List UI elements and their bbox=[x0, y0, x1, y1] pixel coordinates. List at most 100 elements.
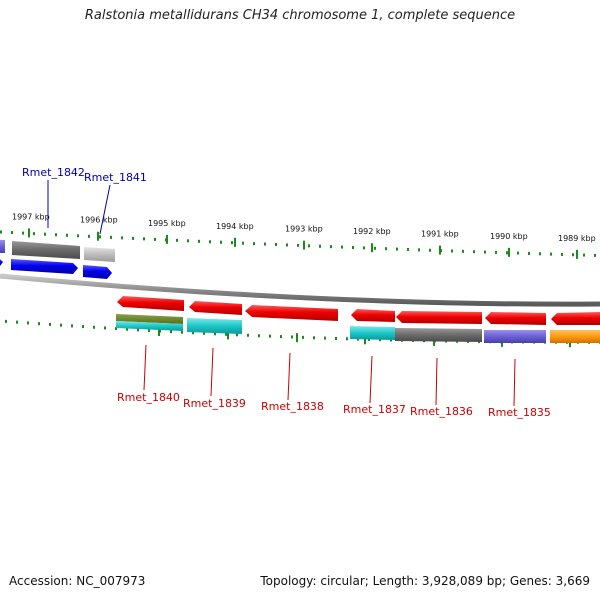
scale-dot-upper bbox=[253, 242, 255, 246]
gene-arrow-red-1839[interactable] bbox=[189, 301, 242, 315]
scale-dot-lower bbox=[280, 335, 282, 339]
gene-block-orange[interactable] bbox=[550, 330, 600, 343]
gene-label-rmet-1841[interactable]: Rmet_1841 bbox=[84, 171, 147, 184]
scale-major-tick-lower bbox=[296, 333, 298, 343]
gene-arrow-red-1840[interactable] bbox=[117, 296, 184, 311]
scale-dot-upper bbox=[44, 232, 46, 236]
scale-dot-upper bbox=[495, 250, 497, 254]
scale-dot-upper bbox=[77, 234, 79, 238]
gene-block-rmet-1842[interactable] bbox=[12, 241, 80, 259]
gene-arrow-red-1838[interactable] bbox=[245, 305, 338, 321]
scale-tick-label: 1989 kbp bbox=[558, 234, 596, 243]
scale-dot-upper bbox=[396, 247, 398, 251]
scale-dot-upper bbox=[121, 236, 123, 240]
scale-dot-upper bbox=[132, 236, 134, 240]
gene-block-cyan-1840[interactable] bbox=[116, 321, 183, 331]
scale-dot-upper bbox=[506, 251, 508, 255]
scale-dot-upper bbox=[176, 238, 178, 242]
forward-strand-track bbox=[0, 240, 115, 279]
scale-dot-upper bbox=[220, 240, 222, 244]
scale-dot-upper bbox=[528, 251, 530, 255]
scale-dot-lower bbox=[346, 337, 348, 341]
gene-label-rmet-1837[interactable]: Rmet_1837 bbox=[343, 403, 406, 416]
scale-dot-upper bbox=[473, 250, 475, 254]
scale-dot-lower bbox=[27, 321, 29, 325]
scale-dot-lower bbox=[269, 334, 271, 338]
scale-dot-upper bbox=[154, 237, 156, 241]
scale-dot-upper bbox=[110, 235, 112, 239]
gene-label-rmet-1842[interactable]: Rmet_1842 bbox=[22, 166, 85, 179]
scale-dot-lower bbox=[137, 328, 139, 332]
gene-block-purple-1835[interactable] bbox=[484, 330, 546, 343]
gene-block-cyan-1839[interactable] bbox=[187, 318, 242, 334]
gene-arrow-red-1837[interactable] bbox=[351, 309, 395, 322]
scale-tick-label: 1995 kbp bbox=[148, 219, 186, 228]
gene-block-gray-1836[interactable] bbox=[395, 328, 482, 342]
scale-tick-label: 1993 kbp bbox=[285, 225, 323, 234]
accession-text: Accession: NC_007973 bbox=[9, 574, 146, 588]
scale-dot-upper bbox=[22, 231, 24, 235]
scale-dot-upper bbox=[66, 233, 68, 237]
gene-label-rmet-1835[interactable]: Rmet_1835 bbox=[488, 406, 551, 419]
scale-dot-lower bbox=[192, 331, 194, 335]
gene-block-cyan-1837[interactable] bbox=[350, 326, 395, 340]
scale-dot-lower bbox=[291, 335, 293, 339]
scale-dot-upper bbox=[462, 249, 464, 253]
scale-major-tick-lower bbox=[227, 330, 229, 340]
scale-dot-lower bbox=[49, 322, 51, 326]
scale-dot-upper bbox=[209, 240, 211, 244]
gene-label-rmet-1840[interactable]: Rmet_1840 bbox=[117, 391, 180, 404]
gene-label-rmet-1838[interactable]: Rmet_1838 bbox=[261, 400, 324, 413]
scale-dot-upper bbox=[407, 247, 409, 251]
scale-dot-upper bbox=[550, 252, 552, 256]
scale-dot-lower bbox=[225, 332, 227, 336]
scale-dot-lower bbox=[335, 336, 337, 340]
scale-dot-upper bbox=[275, 243, 277, 247]
scale-dot-lower bbox=[247, 333, 249, 337]
scale-dot-upper bbox=[143, 237, 145, 241]
scale-dot-upper bbox=[11, 231, 13, 235]
scale-major-tick bbox=[439, 245, 441, 255]
scale-dot-lower bbox=[126, 327, 128, 331]
gene-arrow-blue-edge bbox=[0, 259, 3, 266]
scale-dot-lower bbox=[181, 330, 183, 334]
gene-arrow-red-1836[interactable] bbox=[396, 311, 482, 324]
gene-arrow-red-edge[interactable] bbox=[551, 312, 600, 325]
scale-major-tick bbox=[576, 249, 578, 259]
scale-dot-upper bbox=[517, 251, 519, 255]
gene-block-olive[interactable] bbox=[116, 314, 183, 324]
scale-dot-upper bbox=[231, 241, 233, 245]
scale-dot-upper bbox=[539, 252, 541, 256]
scale-dot-upper bbox=[385, 247, 387, 251]
gene-label-rmet-1836[interactable]: Rmet_1836 bbox=[410, 405, 473, 418]
scale-dot-lower bbox=[324, 336, 326, 340]
scale-dot-lower bbox=[104, 326, 106, 330]
scale-major-tick bbox=[97, 231, 99, 241]
scale-dot-lower bbox=[60, 323, 62, 327]
scale-dot-lower bbox=[38, 322, 40, 326]
scale-major-tick bbox=[234, 237, 236, 247]
scale-dot-upper bbox=[187, 239, 189, 243]
label-leaders bbox=[47, 180, 516, 407]
gene-label-rmet-1839[interactable]: Rmet_1839 bbox=[183, 397, 246, 410]
gene-arrow-blue-2[interactable] bbox=[83, 265, 112, 279]
scale-dot-lower bbox=[379, 338, 381, 342]
scale-tick-label: 1992 kbp bbox=[353, 227, 391, 236]
gene-arrow-blue-1[interactable] bbox=[11, 259, 78, 274]
scale-dot-upper bbox=[451, 249, 453, 253]
scale-dot-lower bbox=[93, 325, 95, 329]
gene-block-purple-edge bbox=[0, 240, 5, 253]
scale-dot-upper bbox=[308, 244, 310, 248]
reverse-strand-track bbox=[116, 296, 600, 343]
scale-dot-upper bbox=[352, 245, 354, 249]
scale-dot-lower bbox=[170, 330, 172, 334]
scale-dot-upper bbox=[572, 253, 574, 257]
scale-dot-upper bbox=[363, 246, 365, 250]
scale-dot-lower bbox=[203, 331, 205, 335]
scale-dot-lower bbox=[5, 319, 7, 323]
gene-arrow-red-1835[interactable] bbox=[485, 312, 546, 325]
scale-dot-upper bbox=[88, 234, 90, 238]
map-title: Ralstonia metallidurans CH34 chromosome … bbox=[84, 8, 516, 23]
gene-block-rmet-1841[interactable] bbox=[84, 247, 115, 262]
